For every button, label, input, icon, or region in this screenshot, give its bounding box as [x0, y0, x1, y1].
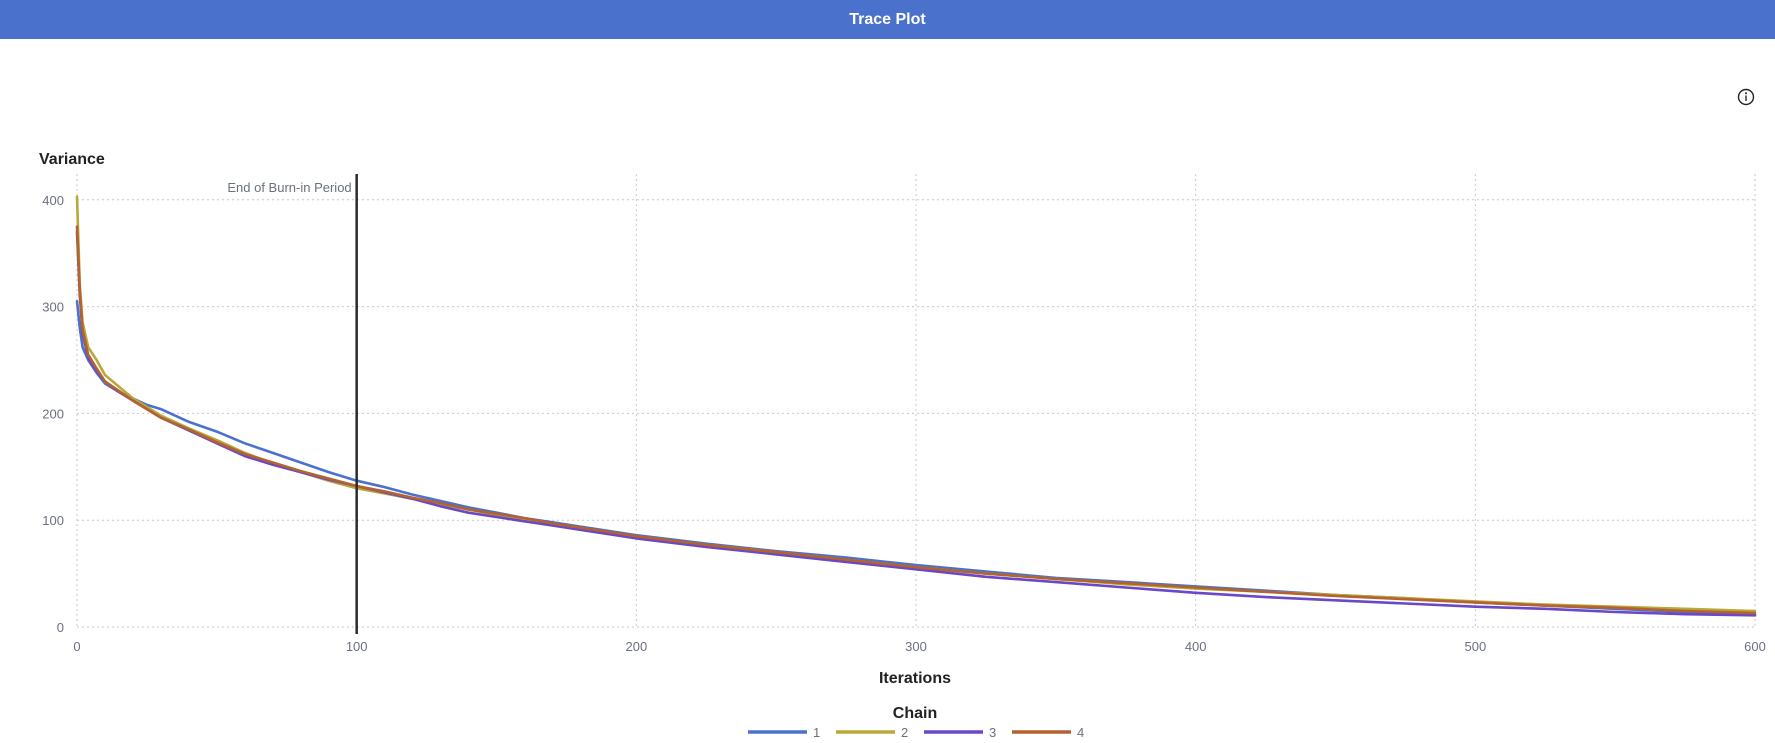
legend-title: Chain [893, 705, 937, 722]
x-tick-label: 500 [1464, 639, 1486, 654]
x-tick-label: 200 [625, 639, 647, 654]
legend-label-chain-3: 3 [989, 725, 996, 740]
title-bar: Trace Plot [0, 0, 1775, 39]
y-tick-label: 0 [57, 620, 64, 635]
x-tick-label: 300 [905, 639, 927, 654]
y-tick-label: 300 [42, 300, 64, 315]
x-tick-label: 100 [346, 639, 368, 654]
burn-in-label: End of Burn-in Period [227, 180, 351, 195]
legend-label-chain-4: 4 [1077, 725, 1084, 740]
series-lines [75, 195, 1757, 617]
y-tick-label: 400 [42, 193, 64, 208]
y-tick-label: 100 [42, 513, 64, 528]
info-icon[interactable] [1737, 88, 1755, 106]
burn-in-reference: End of Burn-in Period [227, 174, 358, 634]
grid-lines [76, 174, 1756, 628]
y-tick-label: 200 [42, 406, 64, 421]
legend-label-chain-2: 2 [901, 725, 908, 740]
page-title: Trace Plot [849, 10, 926, 28]
tick-labels: 0 100 200 300 400 0 100 200 300 400 500 600 [42, 193, 1766, 654]
x-axis-title: Iterations [879, 670, 951, 687]
x-tick-label: 0 [73, 639, 80, 654]
y-axis-title: Variance [39, 151, 105, 168]
legend-label-chain-1: 1 [813, 725, 820, 740]
series-line-chain-2 [75, 195, 1757, 613]
series-line-chain-4 [75, 225, 1757, 615]
legend: 1 2 3 4 [748, 725, 1084, 740]
x-tick-label: 600 [1744, 639, 1766, 654]
x-tick-label: 400 [1185, 639, 1207, 654]
